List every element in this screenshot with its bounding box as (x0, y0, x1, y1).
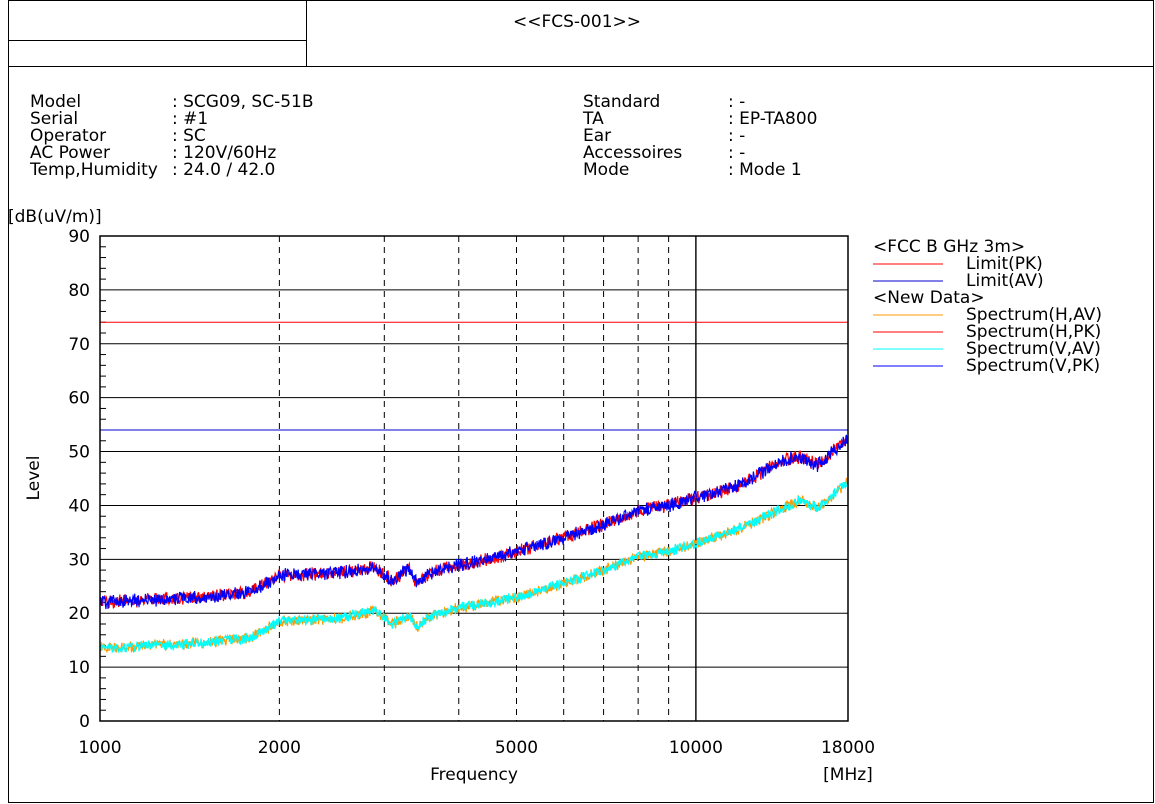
x-tick-label: 18000 (821, 738, 875, 758)
series-line (99, 478, 849, 654)
info-right-value: : - (728, 92, 746, 112)
x-tick-label: 5000 (495, 738, 538, 758)
y-tick-label: 90 (68, 227, 90, 247)
y-tick-label: 80 (68, 281, 90, 301)
y-tick-label: 20 (68, 604, 90, 624)
y-tick-label: 50 (68, 443, 90, 463)
y-axis-unit: [dB(uV/m)] (8, 207, 102, 227)
x-tick-label: 2000 (258, 738, 301, 758)
outer-border (8, 0, 1154, 803)
info-left-value: : 120V/60Hz (172, 143, 277, 163)
legend-label: Spectrum(H,PK) (966, 322, 1101, 342)
x-axis-label: Frequency (430, 765, 518, 785)
info-right-value: : - (728, 143, 746, 163)
y-tick-label: 60 (68, 389, 90, 409)
info-left-value: : 24.0 / 42.0 (172, 160, 276, 180)
y-axis-label: Level (24, 456, 44, 501)
info-left-value: : #1 (172, 109, 209, 129)
legend-heading: <FCC B GHz 3m> (873, 237, 1025, 257)
info-left-label: Model (30, 92, 82, 112)
info-left-label: Operator (30, 126, 107, 146)
plot-border (99, 235, 849, 722)
x-tick-label: 1000 (78, 738, 121, 758)
legend-label: Spectrum(V,AV) (966, 339, 1101, 359)
report-title: <<FCS-001>> (513, 12, 641, 32)
y-tick-label: 10 (68, 658, 90, 678)
info-right-label: Ear (583, 126, 612, 146)
x-axis-unit: [MHz] (823, 765, 873, 785)
series-line (99, 434, 849, 610)
info-right-value: : Mode 1 (728, 160, 802, 180)
info-right-label: Mode (583, 160, 630, 180)
info-right-label: TA (583, 109, 604, 129)
x-tick-label: 10000 (669, 738, 723, 758)
legend-label: Limit(PK) (966, 254, 1043, 274)
y-tick-label: 40 (68, 496, 90, 516)
spectrum-chart: 0 10 20 30 40 50 60 70 80 90 1000 2000 5000 10000 1800… (8, 207, 1102, 785)
legend-label: Spectrum(V,PK) (966, 356, 1100, 376)
legend-heading: <New Data> (873, 288, 985, 308)
info-right-value: : - (728, 126, 746, 146)
info-left-label: Serial (30, 109, 79, 129)
info-right-label: Accessoires (583, 143, 683, 163)
info-right-value: : EP-TA800 (728, 109, 818, 129)
legend-label: Spectrum(H,AV) (966, 305, 1102, 325)
series-line (99, 435, 849, 609)
info-left-label: Temp,Humidity (30, 160, 158, 180)
y-tick-label: 0 (79, 712, 90, 732)
info-left-value: : SCG09, SC-51B (172, 92, 314, 112)
y-tick-label: 70 (68, 335, 90, 355)
info-right-label: Standard (583, 92, 661, 112)
info-left-value: : SC (172, 126, 206, 146)
info-left-label: AC Power (30, 143, 111, 163)
legend-label: Limit(AV) (966, 271, 1044, 291)
y-tick-label: 30 (68, 550, 90, 570)
